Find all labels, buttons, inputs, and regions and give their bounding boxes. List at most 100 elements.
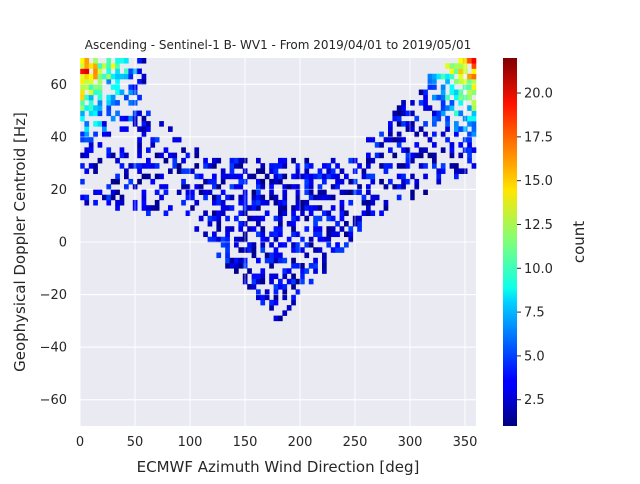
heatmap-cell <box>462 147 468 153</box>
heatmap-cell <box>392 152 398 159</box>
heatmap-cell <box>242 168 248 174</box>
heatmap-cell <box>462 168 468 174</box>
heatmap-cell <box>106 147 112 153</box>
heatmap-cell <box>330 231 336 238</box>
heatmap-cell <box>401 184 406 190</box>
heatmap-cell <box>471 63 477 69</box>
heatmap-cell <box>273 294 279 301</box>
heatmap-cell <box>322 210 327 217</box>
heatmap-cell <box>322 252 327 259</box>
heatmap-cell <box>264 257 270 264</box>
heatmap-cell <box>344 173 349 180</box>
heatmap-cell <box>247 268 252 274</box>
heatmap-cell <box>273 231 279 238</box>
heatmap-cell <box>308 173 314 180</box>
heatmap-cell <box>418 126 424 132</box>
heatmap-cell <box>313 173 318 180</box>
heatmap-cell <box>110 94 116 101</box>
heatmap-cell <box>471 58 477 64</box>
heatmap-cell <box>198 189 204 195</box>
heatmap-cell <box>97 79 103 85</box>
heatmap-cell <box>115 199 120 206</box>
heatmap-cell <box>467 89 472 96</box>
heatmap-cell <box>110 152 116 159</box>
heatmap-cell <box>194 199 200 206</box>
heatmap-cell <box>203 178 208 185</box>
heatmap-cell <box>304 184 310 190</box>
heatmap-cell <box>467 73 472 80</box>
heatmap-cell <box>418 89 424 96</box>
colorbar <box>503 58 517 426</box>
heatmap-cell <box>339 226 345 232</box>
heatmap-cell <box>423 163 428 169</box>
heatmap-cell <box>313 257 318 264</box>
heatmap-cell <box>282 163 288 169</box>
heatmap-cell <box>132 184 138 190</box>
heatmap-cell <box>234 242 239 248</box>
heatmap-cell <box>225 205 230 211</box>
heatmap-cell <box>440 163 446 169</box>
heatmap-cell <box>256 257 261 264</box>
heatmap-cell <box>225 242 230 248</box>
heatmap-cell <box>436 110 442 117</box>
heatmap-cell <box>278 284 283 290</box>
heatmap-cell <box>454 68 459 75</box>
heatmap-cell <box>436 168 442 174</box>
heatmap-cell <box>440 168 446 174</box>
heatmap-cell <box>137 94 142 101</box>
heatmap-cell <box>313 220 318 227</box>
heatmap-cell <box>436 178 442 185</box>
heatmap-cell <box>278 220 283 227</box>
heatmap-cell <box>238 226 244 232</box>
heatmap-cell <box>278 178 283 185</box>
heatmap-cell <box>383 136 389 143</box>
heatmap-cell <box>260 163 266 169</box>
heatmap-cell <box>335 178 340 185</box>
heatmap-cell <box>427 152 433 159</box>
heatmap-cell <box>251 194 257 201</box>
heatmap-cell <box>295 231 301 238</box>
heatmap-cell <box>458 168 464 174</box>
heatmap-cell <box>326 173 332 180</box>
heatmap-cell <box>313 205 318 211</box>
heatmap-cell <box>216 157 222 164</box>
heatmap-cell <box>370 210 376 217</box>
heatmap-cell <box>291 184 296 190</box>
heatmap-cell <box>286 278 292 285</box>
heatmap-cell <box>146 147 151 153</box>
heatmap-cell <box>313 263 318 269</box>
heatmap-cell <box>154 199 160 206</box>
heatmap-cell <box>401 110 406 117</box>
heatmap-cell <box>251 242 257 248</box>
heatmap-cell <box>300 247 305 253</box>
heatmap-cell <box>295 173 301 180</box>
heatmap-cell <box>88 100 94 106</box>
heatmap-cell <box>396 121 402 127</box>
heatmap-cell <box>471 105 477 111</box>
heatmap-cell <box>220 205 226 211</box>
heatmap-cell <box>260 194 266 201</box>
heatmap-cell <box>278 199 283 206</box>
heatmap-cell <box>339 215 345 222</box>
heatmap-cell <box>207 178 213 185</box>
heatmap-cell <box>260 231 266 238</box>
heatmap-cell <box>154 136 160 143</box>
heatmap-cell <box>212 210 217 217</box>
heatmap-cell <box>304 189 310 195</box>
heatmap-cell <box>242 247 248 253</box>
heatmap-cell <box>225 236 230 243</box>
colorbar-tick-label: 15.0 <box>524 174 553 189</box>
heatmap-cell <box>432 115 437 122</box>
heatmap-cell <box>128 89 134 96</box>
heatmap-cell <box>229 163 235 169</box>
heatmap-cell <box>352 220 358 227</box>
heatmap-cell <box>88 110 94 117</box>
heatmap-cell <box>97 110 103 117</box>
heatmap-cell <box>256 215 261 222</box>
heatmap-cell <box>273 178 279 185</box>
heatmap-cell <box>317 173 323 180</box>
heatmap-cell <box>238 257 244 264</box>
heatmap-cell <box>278 278 283 285</box>
heatmap-cell <box>124 73 129 80</box>
heatmap-cell <box>93 89 98 96</box>
